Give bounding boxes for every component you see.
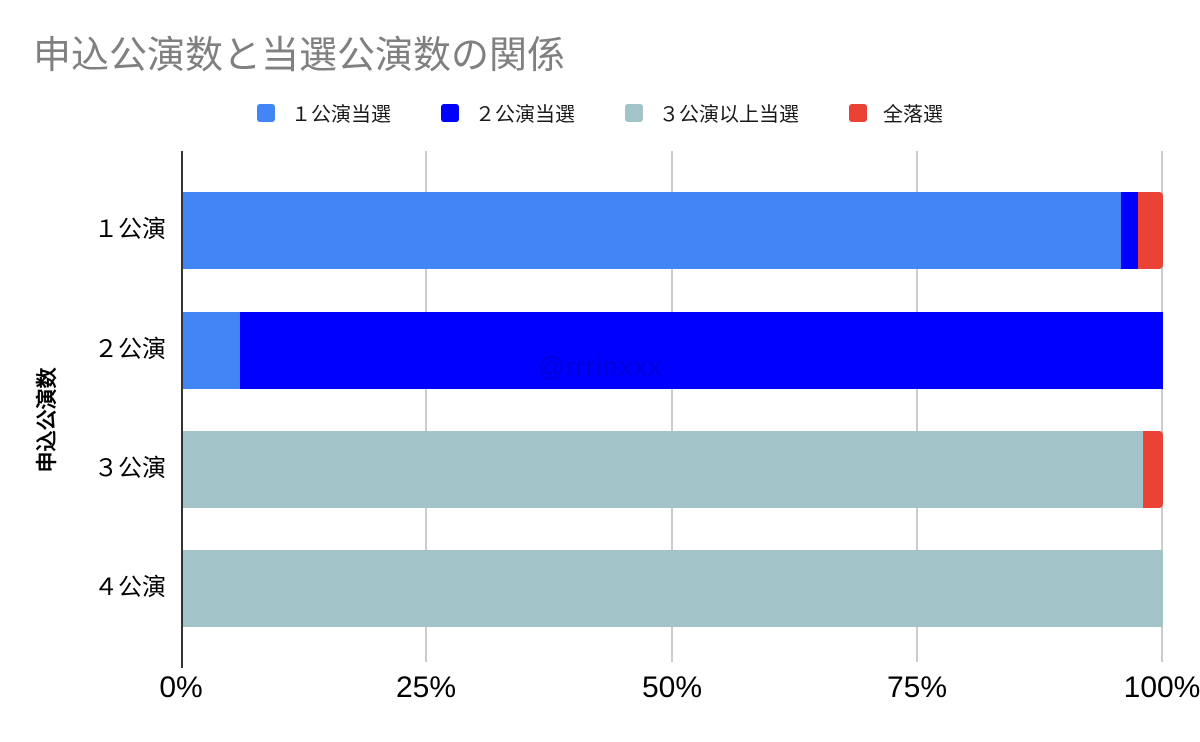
y-category-label-4: ４公演 [94,574,166,601]
y-category-label-1: １公演 [94,216,166,243]
legend-item-1win: １公演当選 [257,98,391,127]
legend-item-2win: ２公演当選 [441,98,575,127]
legend-swatch-icon [849,103,867,122]
legend-label: １公演当選 [291,104,391,126]
legend-item-all-lost: 全落選 [849,98,943,127]
watermark-text: @rrrinxxx [537,351,663,382]
bar-segment-3plus-win [183,431,1144,508]
y-axis-line [181,151,183,668]
legend-label: ２公演当選 [475,104,575,126]
bar-row-3 [183,431,1163,508]
bar-segment-all-lost [1138,192,1163,269]
bar-row-4 [183,550,1163,627]
gridline-25 [425,151,428,662]
legend-swatch-icon [441,103,459,122]
bar-segment-1win [183,192,1121,269]
bar-row-1 [183,192,1163,269]
legend-swatch-icon [257,103,275,122]
legend-item-3plus-win: ３公演以上当選 [625,98,799,127]
bar-segment-all-lost [1143,431,1163,508]
gridline-75 [915,151,918,662]
plot-area: @rrrinxxx [181,151,1163,668]
legend: １公演当選 ２公演当選 ３公演以上当選 全落選 [0,98,1200,127]
chart-title: 申込公演数と当選公演数の関係 [33,35,566,77]
legend-label: ３公演以上当選 [659,104,799,126]
y-category-label-2: ２公演 [94,336,166,363]
x-tick-100: 100% [1123,671,1200,704]
x-tick-0: 0% [159,671,203,704]
bar-segment-1win [183,312,240,389]
legend-label: 全落選 [883,104,943,126]
legend-swatch-icon [625,103,643,122]
x-tick-25: 25% [395,671,457,704]
gridline-100 [1161,151,1163,662]
y-category-label-3: ３公演 [94,455,166,482]
bar-segment-3plus-win [183,550,1163,627]
bar-segment-2win [1120,192,1139,269]
bar-segment-2win [239,312,1163,389]
x-tick-50: 50% [641,671,703,704]
gridline-50 [670,151,673,662]
x-tick-75: 75% [886,671,948,704]
bar-row-2 [183,312,1163,389]
